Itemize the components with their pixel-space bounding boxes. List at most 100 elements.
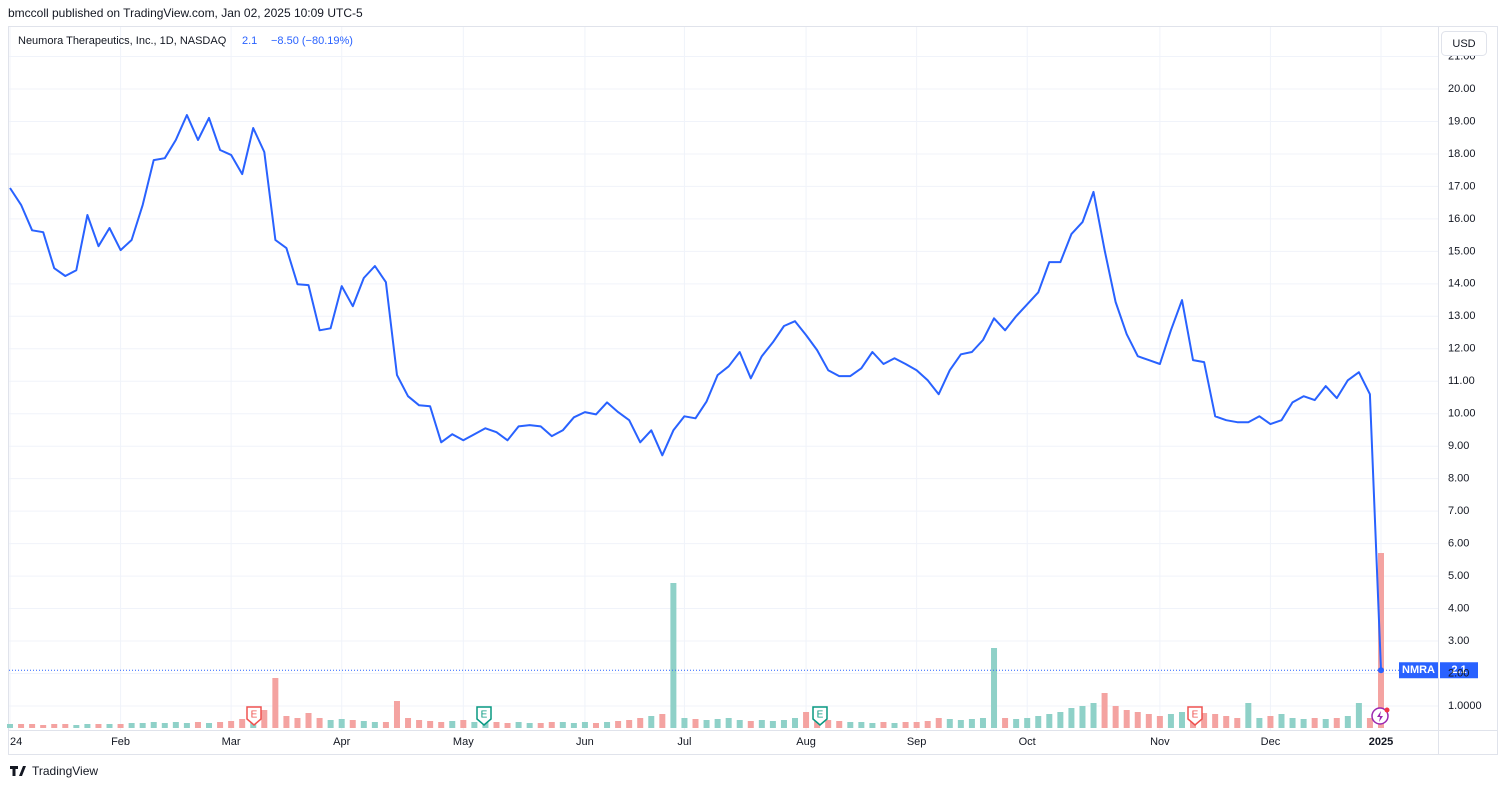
y-tick-label: 16.00 [1448, 213, 1476, 225]
volume-bar [405, 718, 412, 728]
currency[interactable]: USD [1452, 38, 1475, 50]
y-tick-label: 10.00 [1448, 408, 1476, 420]
symbol-title: Neumora Therapeutics, Inc., 1D, NASDAQ [18, 35, 227, 47]
y-tick-label: 5.00 [1448, 570, 1469, 582]
volume-bar [659, 714, 666, 728]
y-tick-label: 20.00 [1448, 83, 1476, 95]
volume-bar [504, 723, 511, 728]
price-change: −8.50 (−80.19%) [271, 35, 353, 47]
volume-bar [1212, 714, 1219, 728]
volume-bar [1002, 718, 1009, 728]
volume-bar [515, 722, 522, 728]
volume-bar [979, 718, 986, 728]
y-tick-label: 13.00 [1448, 310, 1476, 322]
volume-bar [880, 722, 887, 728]
volume-bar [1289, 718, 1296, 728]
volume-bar [106, 724, 113, 728]
volume-bar [128, 723, 135, 728]
volume-bar [869, 723, 876, 728]
price-line [9, 114, 1382, 671]
volume-bar [935, 718, 942, 728]
volume-bar [1068, 708, 1075, 728]
volume-bar [1311, 718, 1318, 728]
brand-logo: TradingView [10, 764, 98, 778]
volume-bar [891, 723, 898, 728]
x-tick-label: Mar [222, 736, 241, 748]
volume-bar [1145, 714, 1152, 728]
volume-bar [736, 720, 743, 728]
plot: NMRA 2.1 [9, 114, 1478, 679]
volume-bar [84, 724, 91, 728]
volume-bar [1046, 714, 1053, 728]
axes: 1.0000 2.00 3.00 4.00 5.00 6.00 7.00 8.00 9.00 10… [10, 50, 1482, 747]
volume-bar [946, 719, 953, 728]
volume-bar [1267, 716, 1274, 728]
volume-bar [427, 721, 434, 728]
volume-bar [692, 719, 699, 728]
volume-bar [1344, 716, 1351, 728]
volume-bar [1057, 712, 1064, 728]
volume-bar [393, 701, 400, 728]
volume-bar [40, 725, 47, 728]
volume-bar [1079, 706, 1086, 728]
volume-bar [548, 722, 555, 728]
volume-bar [294, 718, 301, 728]
volume-bar [1234, 718, 1241, 728]
grid [9, 27, 1438, 730]
volume-bar [327, 720, 334, 728]
earnings-label: E [1192, 710, 1199, 721]
volume-bar [1223, 716, 1230, 728]
volume-bar [670, 583, 677, 728]
y-tick-label: 4.00 [1448, 602, 1469, 614]
volume-bar [902, 722, 909, 728]
volume-bar [1035, 716, 1042, 728]
volume-bar [371, 722, 378, 728]
volume-bar [847, 722, 854, 728]
volume-bar [924, 721, 931, 728]
y-tick-label: 12.00 [1448, 343, 1476, 355]
last-price: 2.1 [242, 35, 257, 47]
volume-bar [161, 723, 168, 728]
earnings-label: E [817, 710, 824, 721]
earnings-markers: E E E E [246, 706, 1390, 726]
volume-bar [73, 725, 80, 728]
volume-bar [592, 723, 599, 728]
volume-bar [1134, 712, 1141, 728]
volume-bar [1366, 718, 1373, 728]
y-tick-label: 15.00 [1448, 245, 1476, 257]
volume-bar [703, 720, 710, 728]
volume-bar [416, 720, 423, 728]
volume-bar [438, 722, 445, 728]
x-tick-label: Dec [1261, 736, 1281, 748]
y-tick-label: 8.00 [1448, 473, 1469, 485]
volume-bar [681, 718, 688, 728]
x-tick-label: 2025 [1369, 736, 1393, 748]
brand: TradingView [32, 764, 98, 778]
volume-bar [349, 720, 356, 728]
currency-button[interactable] [1441, 31, 1487, 56]
volume-bar [217, 722, 224, 728]
price-tag-label: 2.1 [1451, 664, 1466, 676]
volume-bar [62, 724, 69, 728]
volume-bar [360, 721, 367, 728]
volume-bar [714, 719, 721, 728]
symbol-tag [1399, 662, 1438, 679]
volume-bar [1355, 703, 1362, 728]
x-tick-label: May [453, 736, 474, 748]
volume-bar [172, 722, 179, 728]
volume-bar [1013, 719, 1020, 728]
volume-bar [7, 724, 13, 728]
volume-bar [183, 723, 190, 728]
volume-bar [228, 721, 235, 728]
volume-bar [803, 712, 810, 728]
volume-bar [1156, 716, 1163, 728]
volume-bar [957, 720, 964, 728]
volume-bar [194, 722, 201, 728]
volume-bar [272, 678, 279, 728]
volume-bar [117, 724, 124, 728]
volume-bar [991, 648, 998, 728]
volume-bar [261, 710, 268, 728]
earnings-label: E [251, 710, 258, 721]
y-tick-label: 18.00 [1448, 148, 1476, 160]
x-tick-label: Jul [677, 736, 691, 748]
